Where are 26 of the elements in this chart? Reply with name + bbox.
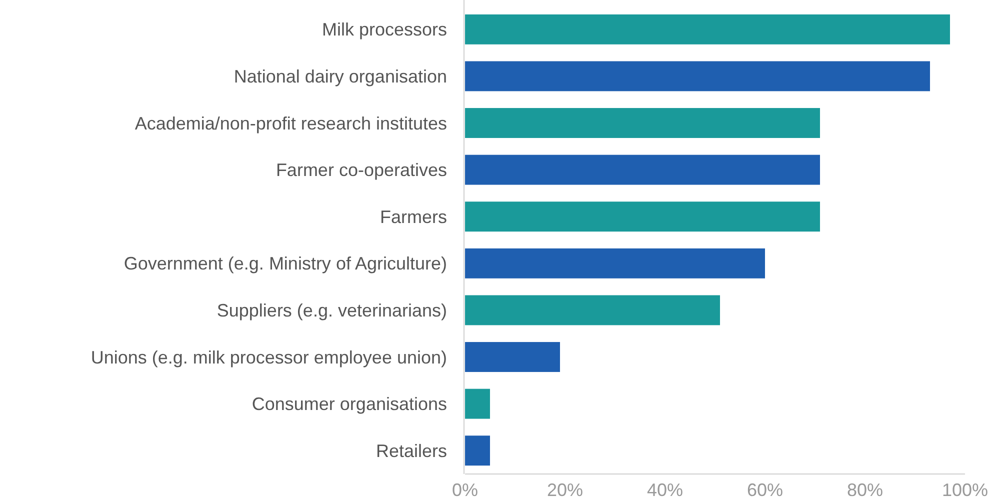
y-tick-label: National dairy organisation	[234, 66, 447, 86]
x-tick-label: 60%	[746, 480, 784, 500]
bar	[465, 342, 560, 372]
x-tick-label: 80%	[846, 480, 884, 500]
y-tick-label: Academia/non-profit research institutes	[134, 113, 447, 134]
x-tick-label: 20%	[546, 480, 584, 500]
bar	[465, 202, 820, 232]
bar	[465, 436, 490, 466]
y-tick-label: Farmer co-operatives	[276, 160, 447, 180]
y-tick-label: Government (e.g. Ministry of Agriculture)	[124, 254, 447, 274]
bar	[465, 295, 720, 326]
x-tick-label: 40%	[646, 480, 684, 500]
bar	[465, 248, 765, 278]
y-tick-label: Farmers	[380, 206, 447, 227]
x-tick-label: 100%	[942, 480, 988, 500]
bar	[465, 154, 820, 185]
y-tick-label: Retailers	[376, 440, 447, 461]
x-tick-label: 0%	[452, 480, 478, 500]
bar	[465, 388, 490, 419]
bar	[465, 108, 820, 138]
y-tick-label: Consumer organisations	[252, 394, 447, 414]
y-tick-label: Milk processors	[322, 20, 447, 40]
y-tick-label: Unions (e.g. milk processor employee union)	[90, 347, 447, 368]
bar	[465, 14, 950, 44]
bar	[465, 61, 930, 92]
y-tick-label: Suppliers (e.g. veterinarians)	[216, 300, 447, 320]
